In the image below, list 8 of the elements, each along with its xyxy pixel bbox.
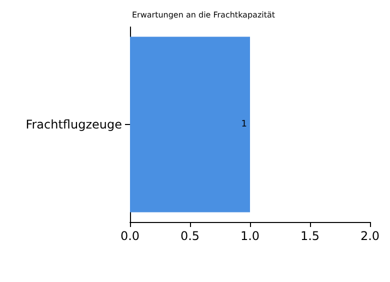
x-tick-label: 1.0 xyxy=(240,229,260,243)
x-tick-label: 0.5 xyxy=(180,229,200,243)
chart-title: Erwartungen an die Frachtkapazität xyxy=(132,10,276,20)
y-tick-label: Frachtflugzeuge xyxy=(26,118,122,132)
data-label: 1 xyxy=(241,120,247,130)
x-tick-label: 0.0 xyxy=(120,229,140,243)
x-tick-label: 1.5 xyxy=(300,229,320,243)
x-tick-label: 2.0 xyxy=(360,229,380,243)
